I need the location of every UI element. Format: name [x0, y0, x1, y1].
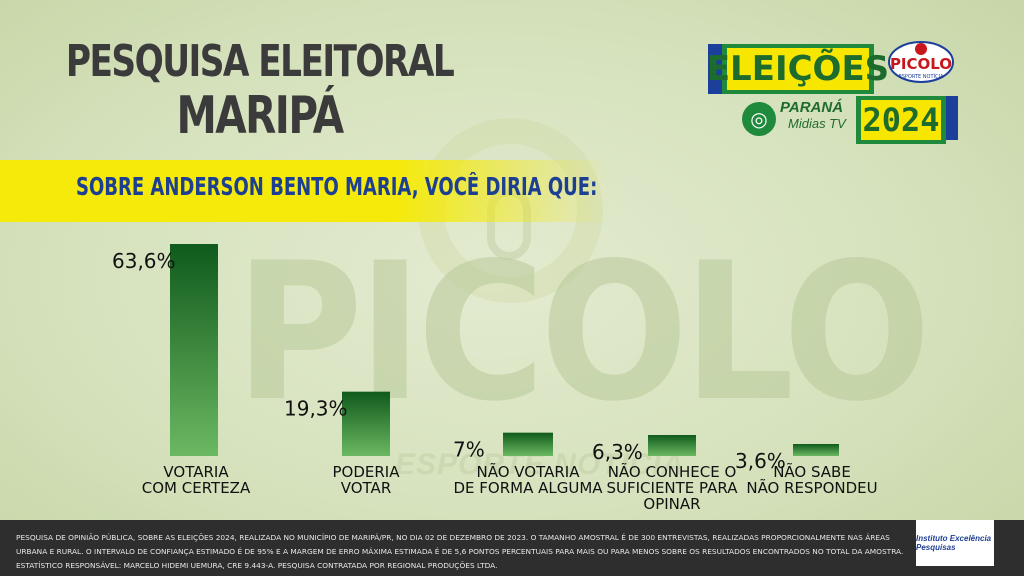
badge-eleicoes: ELEIÇÕES	[706, 48, 890, 90]
bar-value-label-3: 6,3%	[592, 440, 643, 464]
bar-2	[503, 432, 553, 456]
category-label-3-0: NÃO CONHECE O	[608, 462, 737, 481]
category-label-2-1: DE FORMA ALGUMA	[453, 479, 603, 497]
category-label-2-0: NÃO VOTARIA	[477, 462, 581, 481]
badge-blue-stripe-left	[708, 44, 722, 94]
picolo-logo-text: PICOLO	[890, 55, 952, 73]
bar-value-label-0: 63,6%	[112, 249, 176, 273]
badge-year: 2024	[861, 100, 941, 140]
category-label-4-1: NÃO RESPONDEU	[746, 478, 877, 497]
parana-midias-logo: ◎ PARANÁ Midias TV	[742, 100, 852, 138]
footer-disclaimer: PESQUISA DE OPINIÃO PÚBLICA, SOBRE AS EL…	[16, 533, 904, 570]
parana-logo-subtext: Midias TV	[788, 116, 846, 131]
category-label-0-1: COM CERTEZA	[142, 479, 251, 497]
bar-value-label-4: 3,6%	[735, 449, 786, 473]
institute-logo: Instituto Excelência Pesquisas	[916, 520, 994, 566]
badge-blue-stripe-right	[946, 96, 958, 140]
category-label-0-0: VOTARIA	[163, 463, 229, 481]
category-label-1-0: PODERIA	[333, 463, 401, 481]
category-label-3-1: SUFICIENTE PARA	[607, 479, 739, 497]
bar-value-label-2: 7%	[453, 438, 485, 462]
category-label-4-0: NÃO SABE	[773, 462, 851, 481]
bar-0	[170, 244, 218, 456]
bar-4	[793, 444, 839, 456]
bar-3	[648, 435, 696, 456]
page-title-line1: PESQUISA ELEITORAL	[65, 36, 455, 87]
question-text: SOBRE ANDERSON BENTO MARIA, VOCÊ DIRIA Q…	[76, 172, 598, 201]
institute-logo-text: Instituto Excelência Pesquisas	[916, 534, 992, 552]
parana-logo-text: PARANÁ	[780, 99, 844, 116]
category-label-3-2: OPINAR	[643, 495, 700, 513]
bar-1	[342, 391, 390, 456]
question-band	[0, 160, 610, 222]
page-title-line2: MARIPÁ	[176, 86, 345, 146]
picolo-logo-subtext: ESPORTE NOTÍCIA	[899, 73, 944, 80]
picolo-logo: PICOLO ESPORTE NOTÍCIA	[888, 41, 954, 83]
bar-value-label-1: 19,3%	[284, 397, 348, 421]
category-label-1-1: VOTAR	[341, 479, 392, 497]
camera-aperture-icon: ◎	[742, 102, 776, 136]
footer-bar	[0, 520, 1024, 576]
